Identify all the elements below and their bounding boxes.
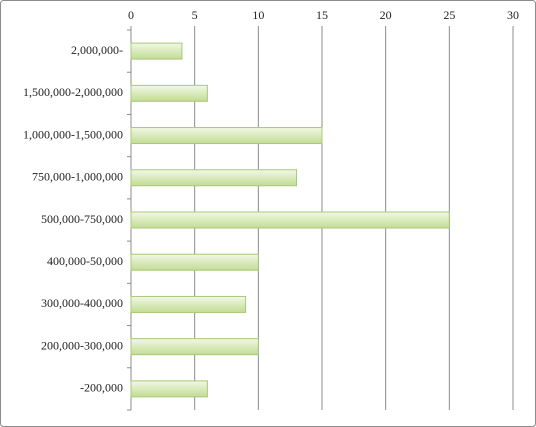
x-tick-label: 5 [192,8,198,22]
x-tick-label: 25 [443,8,455,22]
x-tick-label: 20 [380,8,392,22]
x-tick-label: 15 [316,8,328,22]
y-tick-label: 200,000-300,000 [41,338,123,352]
y-tick-label: -200,000 [80,381,123,395]
bar [130,127,323,145]
y-tick-label: 500,000-750,000 [41,212,123,226]
x-tick-label: 30 [507,8,519,22]
y-tick-label: 400,000-50,000 [47,254,123,268]
bar [130,253,259,271]
y-tick-label: 1,000,000-1,500,000 [23,127,123,141]
x-tick-label: 0 [128,8,134,22]
y-tick-label: 1,500,000-2,000,000 [23,85,123,99]
bar [130,169,298,187]
x-tick-label: 10 [252,8,264,22]
bar [130,338,259,356]
bar [130,380,208,398]
bar [130,295,247,313]
y-tick-label: 300,000-400,000 [41,296,123,310]
bar [130,211,450,229]
bar [130,42,183,60]
y-tick-label: 2,000,000- [71,43,123,57]
bar [130,84,208,102]
y-tick-label: 750,000-1,000,000 [32,170,123,184]
